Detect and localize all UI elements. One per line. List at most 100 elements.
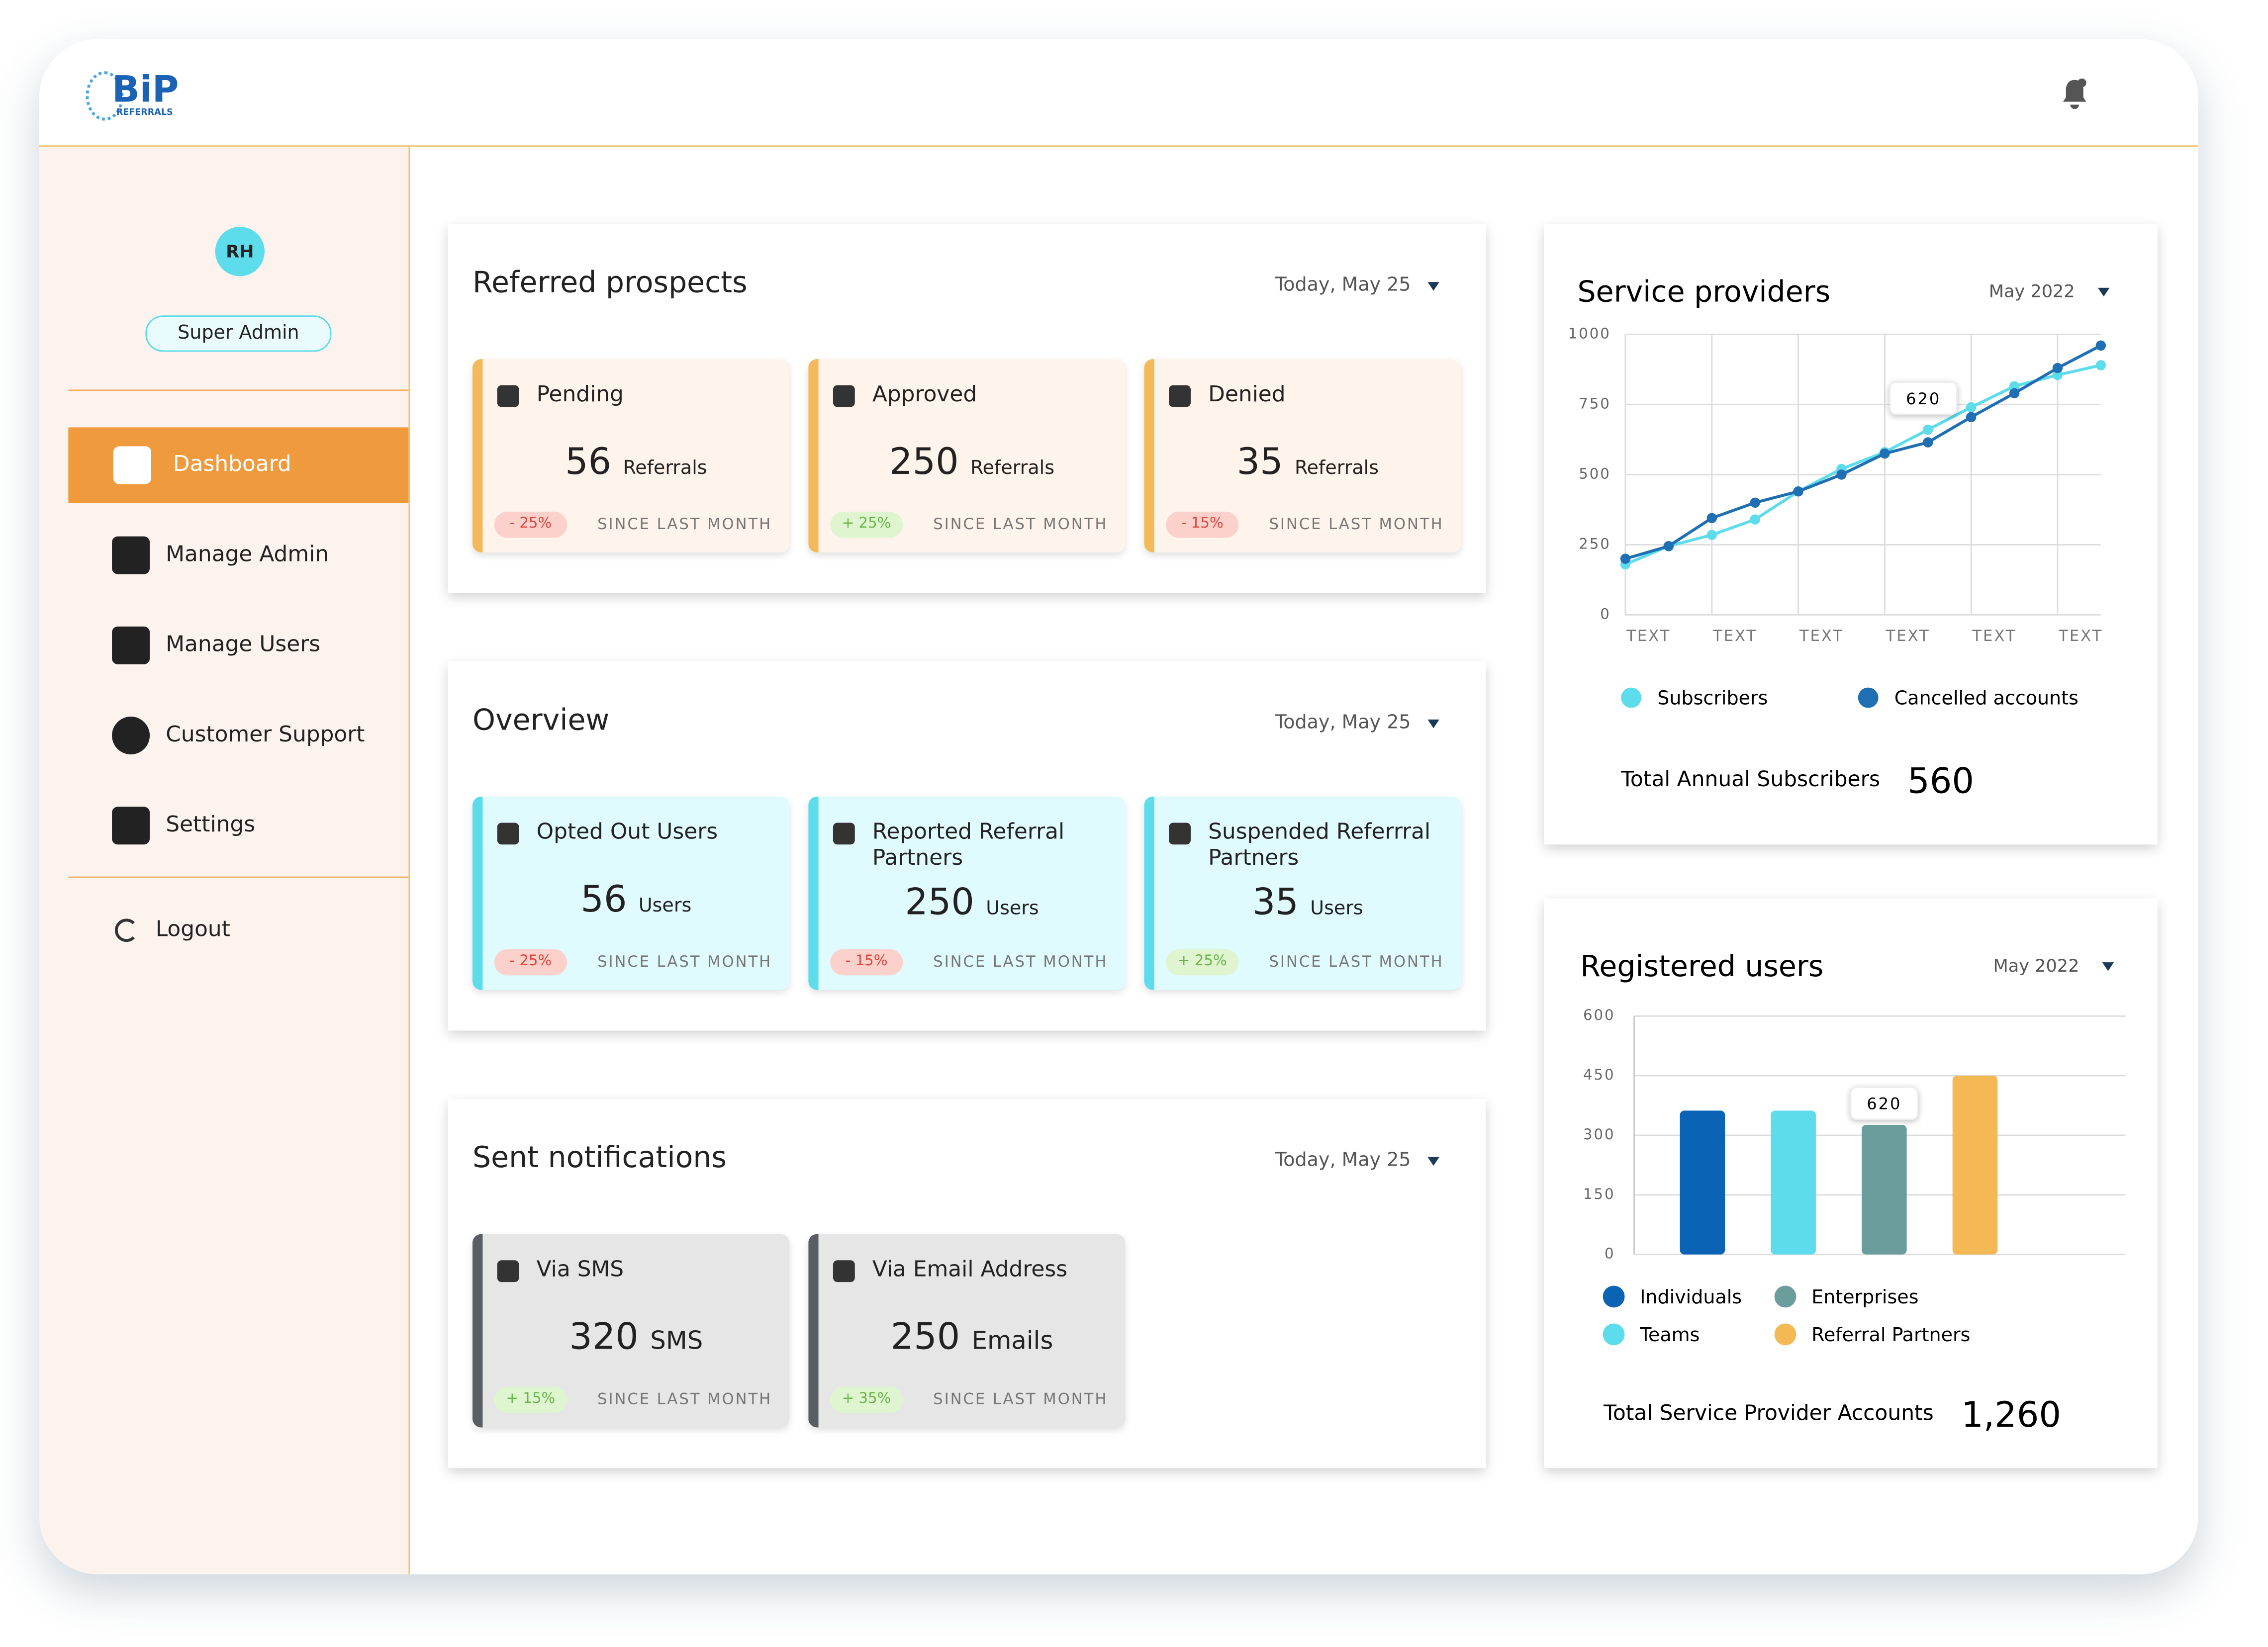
card-icon [497,823,519,845]
nav-item[interactable]: Settings [68,788,408,863]
since-note: SINCE LAST MONTH [597,1391,772,1409]
change-badge: + 35% [830,1386,903,1413]
stat-card: Opted Out Users 56 Users - 25% SINCE LAST MO… [472,796,790,990]
change-badge: + 25% [1166,949,1239,976]
point [1706,530,1717,540]
legend-label: Enterprises [1811,1286,1918,1308]
date-filter[interactable]: Today, May 25 [1275,274,1411,297]
logo-sub: REFERRALS [116,107,173,118]
stat-card: Denied 35 Referrals - 15% SINCE LAST MONTH [1144,359,1461,552]
card-label: Via SMS [536,1256,624,1282]
point [1793,486,1803,497]
nav-item[interactable]: Customer Support [68,698,408,773]
date-filter[interactable]: Today, May 25 [1275,712,1411,734]
y-tick-label: 250 [1579,535,1611,552]
avatar: RH [215,227,265,276]
nav-item[interactable]: Manage Users [68,608,408,683]
y-tick-label: 0 [1600,605,1611,622]
change-badge: - 25% [494,949,567,976]
nav-icon [112,626,150,664]
point [1663,541,1674,551]
card-value: 250 [905,881,974,923]
point [1923,437,1933,448]
card-unit: Users [986,898,1039,920]
card-value: 35 [1236,440,1283,483]
legend-label: Cancelled accounts [1894,687,2079,709]
header: BiP REFERRALS [39,39,2198,147]
since-note: SINCE LAST MONTH [1269,953,1444,971]
card-unit: SMS [650,1327,703,1357]
change-badge: - 15% [830,949,903,976]
panel: Sent notifications Today, May 25 Via SMS 32… [448,1098,1486,1468]
point [2009,388,2020,399]
change-badge: - 15% [1166,511,1239,538]
logout-label: Logout [155,915,230,942]
nav-item[interactable]: Manage Admin [68,518,408,593]
point [1880,448,1890,459]
card-icon [833,823,855,845]
legend-dot [1621,687,1642,708]
card-label: Reported Referral Partners [872,818,1065,871]
legend-label: Referral Partners [1811,1324,1970,1346]
card-value-row: 250 Emails [819,1315,1126,1358]
stat-card: Via SMS 320 SMS + 15% SINCE LAST MONTH [472,1234,790,1428]
total-label: Total Service Provider Accounts [1603,1401,1934,1425]
bar [1680,1110,1725,1255]
y-tick-label: 450 [1583,1066,1615,1083]
legend-label: Individuals [1640,1286,1742,1308]
panel-title: Overview [472,702,610,737]
dropdown-caret[interactable] [1427,719,1439,729]
card-value: 56 [565,440,612,483]
line [1625,344,2102,560]
card-unit: Users [638,895,692,917]
bell-icon[interactable] [2060,77,2089,109]
card-label: Suspended Referrral Partners [1208,818,1431,871]
legend-dot [1603,1285,1625,1308]
logo: BiP [112,68,179,111]
legend-dot [1603,1323,1625,1346]
x-tick-label: TEXT [1712,628,1757,645]
total-label: Total Annual Subscribers [1620,767,1880,791]
card-unit: Referrals [970,458,1055,480]
bar [1952,1076,1998,1255]
dropdown-caret[interactable] [1427,1157,1439,1166]
card-icon [1169,385,1191,407]
dropdown-caret [2102,962,2114,971]
bar [1862,1125,1907,1255]
y-tick-label: 0 [1605,1245,1615,1262]
card-label: Denied [1208,380,1286,407]
since-note: SINCE LAST MONTH [1269,516,1444,534]
point [1750,514,1760,525]
x-tick-label: TEXT [1886,628,1930,645]
tooltip-label: 620 [1867,1095,1901,1113]
card-unit: Emails [971,1327,1053,1357]
nav-label: Dashboard [173,451,291,477]
panel-title: Sent notifications [472,1139,727,1175]
tooltip [1889,381,1958,415]
tooltip [1850,1087,1919,1120]
date-filter[interactable]: Today, May 25 [1275,1150,1411,1172]
point [2052,369,2063,380]
card-label: Opted Out Users [536,818,718,845]
chart-title: Registered users [1580,949,1823,983]
x-tick-label: TEXT [2058,628,2103,645]
nav-icon [112,717,150,755]
y-tick-label: 150 [1583,1186,1615,1202]
y-tick-label: 300 [1583,1126,1615,1143]
y-tick-label: 500 [1579,465,1611,482]
card-icon [1169,823,1191,845]
stat-card: Suspended Referrral Partners 35 Users + 25%… [1144,796,1461,990]
card-icon [497,385,519,407]
x-tick-label: TEXT [1972,628,2016,645]
card-unit: Referrals [623,458,707,480]
dropdown-caret[interactable] [1427,282,1439,291]
nav-icon [113,446,152,484]
logout[interactable]: Logout [114,915,230,943]
card-unit: Users [1310,898,1363,920]
nav-item[interactable]: Dashboard [68,427,409,503]
nav-icon [112,536,150,574]
logo-icon [86,71,124,121]
point [2009,381,2020,391]
